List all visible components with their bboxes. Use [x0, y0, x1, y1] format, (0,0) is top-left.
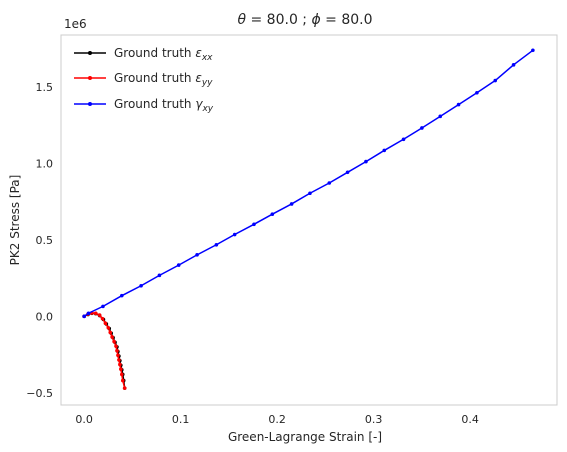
data-point-eyy [114, 344, 118, 348]
data-point-gxy [420, 126, 424, 130]
legend-entry-exx: Ground truth εxx [74, 46, 213, 63]
data-point-gxy [308, 191, 312, 196]
y-tick-label: 0.0 [36, 310, 54, 323]
data-point-gxy [252, 222, 256, 227]
data-point-gxy [82, 314, 86, 319]
data-point-gxy [195, 253, 199, 257]
data-point-eyy [116, 353, 120, 358]
data-point-eyy [117, 358, 121, 362]
data-point-gxy [214, 242, 219, 247]
title-text-part-2: = 80.0 [321, 12, 373, 28]
series-line-gxy [83, 49, 534, 317]
legend: Ground truth εxx Ground truth εyy Ground… [74, 46, 214, 114]
plot-area [60, 34, 558, 406]
legend-label-gxy: Ground truth γxy [114, 97, 214, 114]
x-tick-label: 0.4 [461, 413, 479, 426]
series-layer [82, 48, 535, 390]
data-point-gxy [456, 102, 461, 107]
legend-label-eyy-subscript: yy [201, 78, 213, 88]
legend-label-gxy-subscript: xy [201, 104, 213, 114]
y-axis-label: PK2 Stress [Pa] [8, 175, 22, 266]
legend-label-eyy-text: Ground truth [114, 71, 195, 85]
data-point-gxy [86, 311, 91, 316]
data-point-eyy [93, 311, 98, 316]
data-point-gxy [345, 170, 350, 175]
legend-marker-eyy [88, 76, 92, 80]
y-tick-label: 1.5 [36, 81, 54, 94]
legend-label-exx-text: Ground truth [114, 46, 195, 60]
data-point-eyy [119, 367, 123, 371]
x-tick-label: 0.0 [75, 413, 93, 426]
data-point-gxy [511, 63, 516, 67]
x-tick-label: 0.1 [172, 413, 190, 426]
data-point-gxy [475, 90, 479, 95]
x-tick-label: 0.3 [365, 413, 383, 426]
data-point-eyy [100, 316, 105, 321]
data-point-eyy [110, 335, 114, 339]
data-point-gxy [270, 212, 275, 216]
y-tick-label: 0.5 [36, 234, 54, 247]
legend-label-exx: Ground truth εxx [114, 46, 213, 63]
series-gxy [82, 48, 535, 319]
legend-label-eyy: Ground truth εyy [114, 71, 213, 88]
legend-label-exx-symbol: ε [195, 46, 202, 60]
data-point-gxy [157, 273, 162, 278]
data-point-eyy [118, 362, 122, 367]
data-point-gxy [101, 304, 105, 309]
data-point-eyy [108, 330, 113, 335]
y-scale-label: 1e6 [64, 17, 87, 31]
data-point-eyy [103, 321, 108, 326]
data-point-gxy [176, 263, 181, 267]
data-point-eyy [106, 325, 111, 330]
data-point-eyy [112, 339, 116, 344]
legend-marker-gxy [88, 102, 92, 106]
data-point-gxy [438, 114, 443, 119]
title-phi-symbol: ϕ [311, 12, 320, 28]
title-text-part-1: = 80.0 ; [246, 12, 311, 28]
legend-entry-gxy: Ground truth γxy [74, 97, 214, 114]
x-axis-ticks: 0.0 0.1 0.2 0.3 0.4 [75, 413, 478, 426]
title-theta-symbol: θ [237, 12, 246, 28]
data-point-gxy [531, 48, 535, 53]
legend-entry-eyy: Ground truth εyy [74, 71, 213, 88]
data-point-eyy [120, 378, 125, 383]
y-axis-ticks: −0.5 0.0 0.5 1.0 1.5 [26, 81, 53, 400]
data-point-gxy [382, 148, 387, 153]
data-point-gxy [289, 202, 294, 206]
data-point-gxy [493, 78, 498, 83]
legend-label-eyy-symbol: ε [195, 71, 202, 85]
x-tick-label: 0.2 [268, 413, 286, 426]
data-point-gxy [364, 159, 368, 164]
data-point-eyy [97, 313, 102, 317]
y-tick-label: 1.0 [36, 157, 54, 170]
chart-title: θ = 80.0 ; ϕ = 80.0 [237, 12, 372, 28]
data-point-eyy [119, 372, 124, 377]
legend-marker-exx [88, 51, 92, 55]
series-eyy [82, 311, 127, 390]
data-point-eyy [122, 386, 127, 390]
data-point-gxy [139, 283, 143, 288]
data-point-gxy [401, 137, 406, 142]
y-tick-label: −0.5 [26, 387, 53, 400]
legend-label-gxy-text: Ground truth [114, 97, 195, 111]
data-point-eyy [115, 348, 119, 353]
legend-label-exx-subscript: xx [201, 53, 213, 63]
data-point-gxy [232, 232, 237, 237]
data-point-gxy [119, 293, 124, 298]
x-axis-label: Green-Lagrange Strain [-] [228, 430, 382, 444]
data-point-gxy [327, 181, 332, 185]
legend-label-gxy-symbol: γ [195, 97, 203, 111]
